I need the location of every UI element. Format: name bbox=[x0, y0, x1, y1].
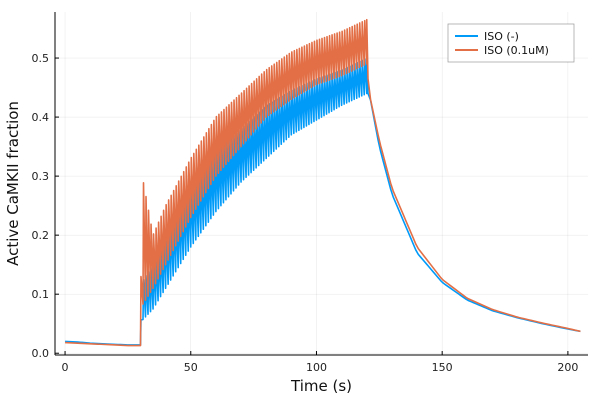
series-lines bbox=[65, 18, 581, 347]
y-axis-title: Active CaMKII fraction bbox=[4, 101, 22, 266]
x-tick-label: 0 bbox=[62, 361, 69, 374]
tick-labels: 0 50 100 150 200 0.0 0.1 0.2 0.3 0.4 0.5 bbox=[32, 52, 579, 374]
y-tick-label: 0.3 bbox=[32, 170, 50, 183]
x-tick-label: 100 bbox=[306, 361, 327, 374]
y-tick-label: 0.1 bbox=[32, 288, 50, 301]
y-tick-label: 0.2 bbox=[32, 229, 50, 242]
x-tick-label: 50 bbox=[184, 361, 198, 374]
y-tick-label: 0.5 bbox=[32, 52, 50, 65]
legend-label: ISO (-) bbox=[484, 30, 519, 43]
axes bbox=[54, 12, 588, 356]
y-tick-label: 0.4 bbox=[32, 111, 50, 124]
legend-label: ISO (0.1uM) bbox=[484, 44, 549, 57]
y-tick-label: 0.0 bbox=[32, 347, 50, 360]
series-line bbox=[65, 57, 581, 346]
x-tick-label: 150 bbox=[432, 361, 453, 374]
series-line bbox=[65, 18, 581, 347]
legend: ISO (-)ISO (0.1uM) bbox=[447, 23, 575, 63]
x-axis-title: Time (s) bbox=[290, 377, 352, 395]
x-tick-label: 200 bbox=[557, 361, 578, 374]
legend-box bbox=[447, 23, 575, 63]
